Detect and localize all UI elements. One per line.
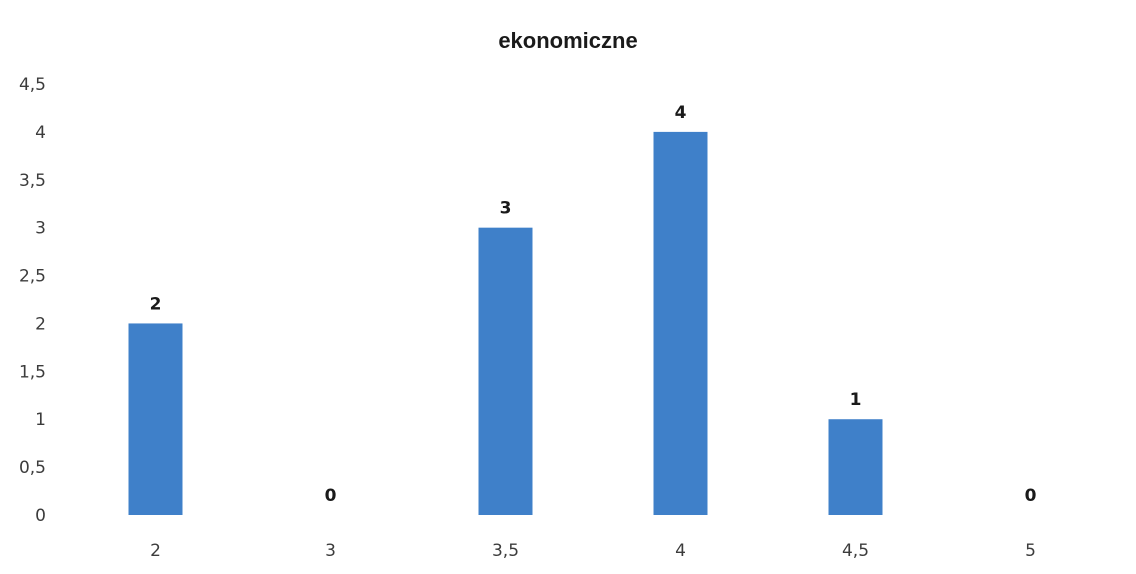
- bar: [828, 419, 883, 515]
- data-label: 3: [500, 199, 512, 219]
- y-tick-label: 4,5: [19, 75, 46, 95]
- y-tick-label: 3,5: [19, 171, 46, 191]
- data-label: 0: [1025, 486, 1037, 506]
- x-tick-label: 4,5: [842, 541, 869, 561]
- bar: [653, 131, 708, 515]
- y-tick-label: 2,5: [19, 267, 46, 287]
- bar: [478, 227, 533, 515]
- chart-title: ekonomiczne: [498, 28, 637, 53]
- y-tick-label: 2: [35, 314, 46, 334]
- data-label: 2: [150, 294, 162, 314]
- data-labels: 2 0 3 4 1 0: [150, 103, 1037, 506]
- y-tick-label: 1: [35, 410, 46, 430]
- y-tick-label: 3: [35, 219, 46, 239]
- x-tick-label: 3: [325, 541, 336, 561]
- x-tick-label: 5: [1025, 541, 1036, 561]
- y-tick-label: 1,5: [19, 362, 46, 382]
- x-tick-label: 2: [150, 541, 161, 561]
- y-tick-label: 0: [35, 506, 46, 526]
- y-axis: 0 0,5 1 1,5 2 2,5 3 3,5 4 4,5: [19, 75, 46, 526]
- data-label: 1: [850, 390, 862, 410]
- data-label: 4: [675, 103, 687, 123]
- x-tick-label: 3,5: [492, 541, 519, 561]
- bar-series: [128, 131, 883, 515]
- y-tick-label: 0,5: [19, 458, 46, 478]
- bar: [128, 323, 183, 515]
- y-tick-label: 4: [35, 123, 46, 143]
- x-tick-label: 4: [675, 541, 686, 561]
- x-axis: 2 3 3,5 4 4,5 5: [150, 541, 1036, 561]
- data-label: 0: [325, 486, 337, 506]
